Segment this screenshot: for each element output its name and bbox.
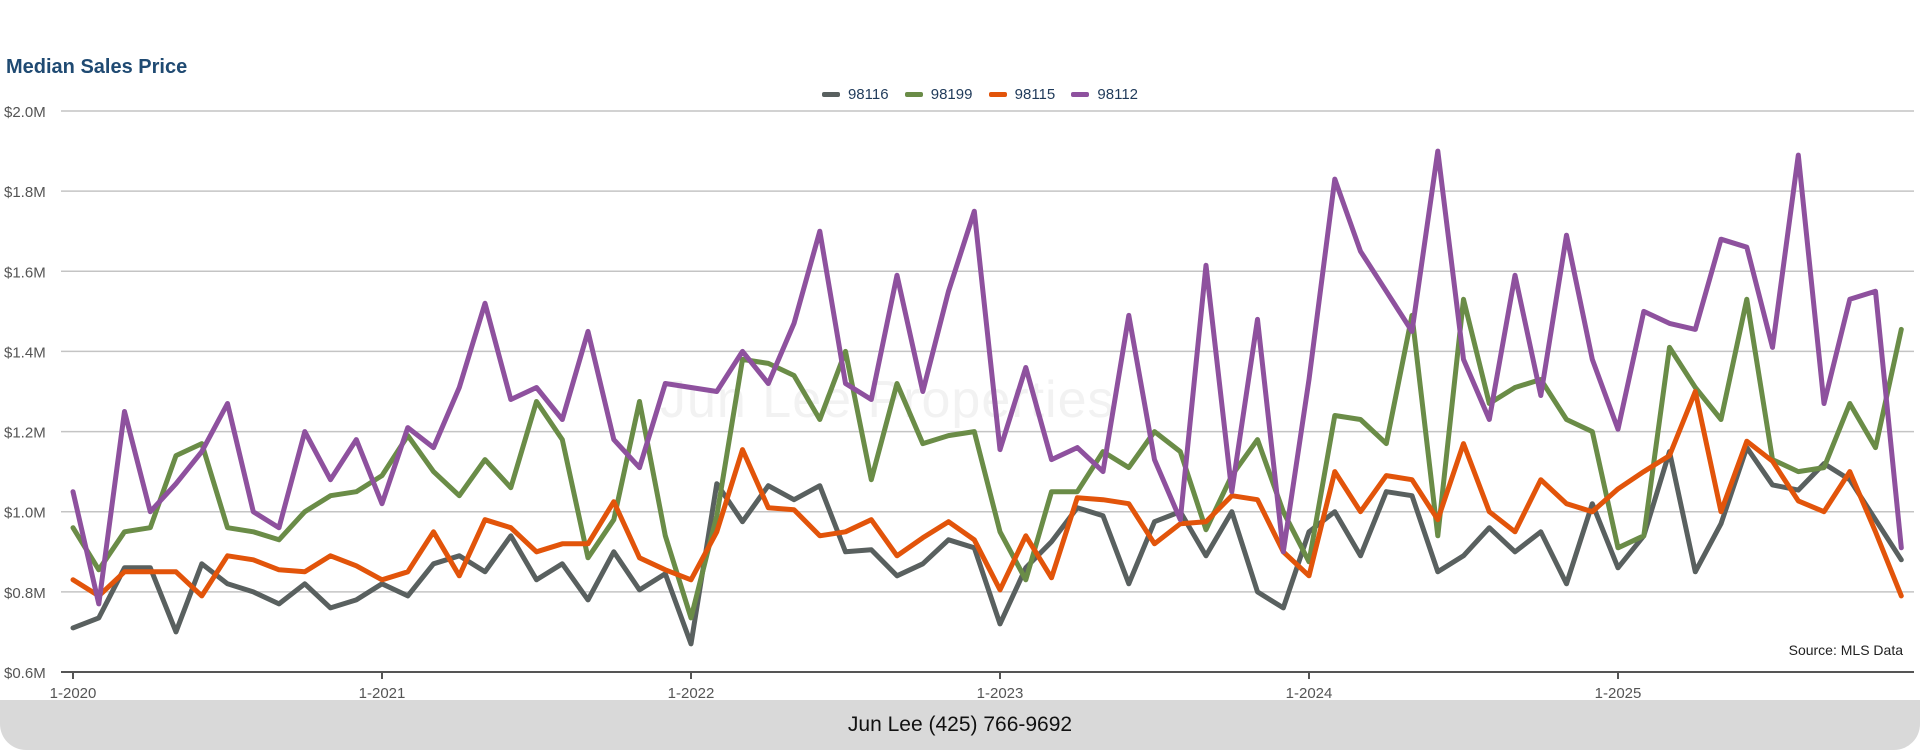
- footer-bar: Jun Lee (425) 766-9692: [0, 700, 1920, 750]
- contact-text: Jun Lee (425) 766-9692: [847, 713, 1073, 736]
- y-tick-label: $2.0M: [4, 104, 46, 121]
- legend-item-98116[interactable]: 98116: [821, 86, 889, 103]
- y-tick-label: $1.4M: [4, 344, 46, 361]
- legend-label: 98115: [1014, 86, 1056, 103]
- x-tick-label: 1-2020: [50, 685, 97, 700]
- series-line-98116: [70, 445, 1904, 647]
- y-tick-label: $1.8M: [4, 184, 46, 201]
- series-line-98112: [70, 148, 1904, 607]
- series-line-98115: [70, 389, 1904, 599]
- x-tick-label: 1-2023: [977, 685, 1024, 700]
- legend: 98116 98199 98115 98112: [0, 84, 1920, 103]
- source-note: Source: MLS Data: [1788, 642, 1903, 658]
- y-tick-label: $0.8M: [4, 585, 46, 602]
- legend-swatch: [821, 92, 840, 97]
- legend-swatch: [988, 92, 1007, 97]
- x-tick-label: 1-2021: [359, 685, 406, 700]
- legend-swatch: [904, 92, 923, 97]
- series-line-98199: [70, 296, 1904, 621]
- y-tick-label: $0.6M: [4, 665, 46, 682]
- x-tick-label: 1-2022: [668, 685, 715, 700]
- legend-item-98199[interactable]: 98199: [904, 86, 973, 103]
- y-tick-label: $1.2M: [4, 425, 46, 442]
- chart-title: Median Sales Price: [6, 56, 188, 78]
- legend-label: 98112: [1097, 86, 1139, 103]
- x-tick-label: 1-2025: [1595, 685, 1642, 700]
- legend-swatch: [1071, 92, 1090, 97]
- line-chart: $0.6M $0.8M $1.0M $1.2M $1.4M $1.6M $1.8M $2.0M…: [4, 104, 1914, 700]
- legend-item-98112[interactable]: 98112: [1071, 86, 1138, 103]
- legend-label: 98116: [847, 86, 889, 103]
- legend-label: 98199: [930, 86, 973, 103]
- x-tick-label: 1-2024: [1286, 685, 1333, 700]
- y-tick-label: $1.6M: [4, 264, 46, 281]
- legend-item-98115[interactable]: 98115: [988, 86, 1056, 103]
- y-tick-label: $1.0M: [4, 505, 46, 522]
